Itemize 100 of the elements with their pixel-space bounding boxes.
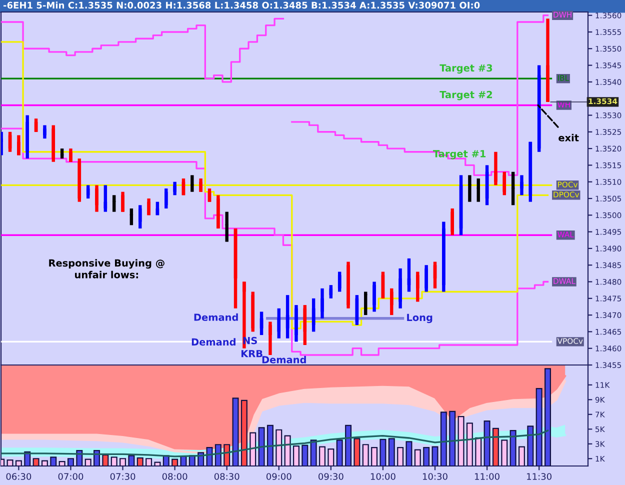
bar — [58, 461, 66, 466]
x-tick-label: 06:30 — [6, 473, 32, 480]
bar — [6, 460, 14, 466]
candlestick — [502, 172, 506, 196]
x-tick-label: 07:00 — [58, 473, 84, 480]
x-tick-label: 11:30 — [527, 473, 552, 480]
candlestick — [416, 272, 420, 302]
annotation: Demand — [194, 313, 238, 321]
candlestick — [372, 282, 376, 312]
bar — [536, 388, 542, 466]
bar — [94, 450, 100, 466]
bar — [432, 446, 438, 466]
bar — [518, 446, 525, 466]
candlestick — [95, 185, 98, 212]
bar — [449, 410, 456, 466]
bar — [232, 398, 239, 466]
bar — [484, 420, 490, 466]
x-tick-label: 10:30 — [422, 473, 448, 480]
bar — [284, 435, 291, 466]
bar — [276, 429, 282, 466]
candlestick — [294, 305, 298, 342]
bar — [380, 438, 386, 466]
x-tick-label: 08:30 — [214, 473, 240, 480]
x-tick-label: 09:30 — [318, 473, 344, 480]
bar — [102, 454, 109, 466]
annotation: Demand — [262, 356, 306, 364]
line-series — [1, 430, 549, 458]
candlestick — [121, 192, 124, 212]
bar — [110, 456, 118, 466]
candlestick — [286, 295, 290, 338]
bar — [501, 440, 508, 466]
candlestick — [303, 305, 307, 346]
bar — [41, 460, 48, 466]
candlestick — [277, 308, 281, 338]
bar — [180, 456, 187, 466]
candlestick — [398, 268, 402, 308]
annotation: Target #3 — [440, 64, 492, 74]
candlestick — [494, 152, 498, 186]
candlestick — [424, 265, 428, 292]
bar — [128, 455, 135, 466]
bar — [146, 458, 152, 466]
annotation: Target #2 — [440, 90, 492, 100]
bar — [292, 446, 300, 466]
bar — [240, 400, 248, 466]
bar — [440, 412, 447, 466]
bar — [423, 447, 430, 466]
candlestick — [112, 195, 116, 212]
bar — [388, 438, 395, 466]
candlestick — [320, 288, 324, 318]
bar — [32, 458, 40, 466]
x-tick-label: 10:00 — [370, 473, 396, 480]
chart-title: -6EH1 5-Min C:1.3535 N:0.0023 H:1.3568 L:1.3458 O:1.3485 B:1.3534 A:1.3535 V:309071 OI:0 — [3, 2, 480, 9]
candlestick — [17, 135, 20, 156]
candlestick — [546, 18, 550, 102]
bar — [371, 447, 378, 466]
candlestick — [234, 228, 238, 308]
bar — [397, 447, 404, 466]
candlestick — [433, 262, 437, 288]
bar — [67, 458, 74, 466]
bar — [266, 424, 274, 466]
bar — [319, 446, 326, 466]
bar — [250, 432, 256, 466]
bar — [510, 430, 516, 466]
bar — [475, 437, 482, 466]
x-tick-label: 11:00 — [475, 473, 500, 480]
candlestick — [26, 115, 30, 159]
annotation: Responsive Buying @ unfair lows: — [49, 259, 164, 278]
bar — [136, 457, 144, 466]
candlestick — [147, 198, 150, 216]
bar — [345, 424, 352, 466]
bar — [362, 444, 369, 466]
series-label: Long — [407, 314, 432, 324]
candlestick — [381, 272, 385, 298]
bar — [15, 460, 22, 466]
candlestick — [69, 148, 72, 162]
bar — [120, 458, 126, 466]
candlestick — [43, 125, 46, 139]
bar — [302, 444, 308, 466]
bar — [406, 441, 412, 466]
candlestick — [355, 295, 359, 326]
bar — [458, 416, 464, 466]
candlestick — [485, 165, 489, 206]
candlestick — [312, 298, 316, 332]
bar — [172, 458, 178, 466]
bar — [310, 440, 317, 466]
bar — [224, 444, 230, 466]
candlestick — [442, 222, 446, 292]
bar — [414, 449, 421, 466]
candlestick — [338, 272, 342, 292]
annotation: KRB — [241, 350, 262, 358]
bar — [328, 448, 334, 466]
bar — [258, 427, 265, 466]
candlestick — [34, 118, 38, 132]
candlestick — [199, 178, 202, 192]
bar — [154, 462, 161, 466]
bar — [214, 444, 222, 466]
candlestick — [208, 188, 212, 202]
annotation: Demand — [192, 338, 236, 346]
x-tick-label: 09:00 — [266, 473, 292, 480]
x-tick-label: 07:30 — [110, 473, 136, 480]
